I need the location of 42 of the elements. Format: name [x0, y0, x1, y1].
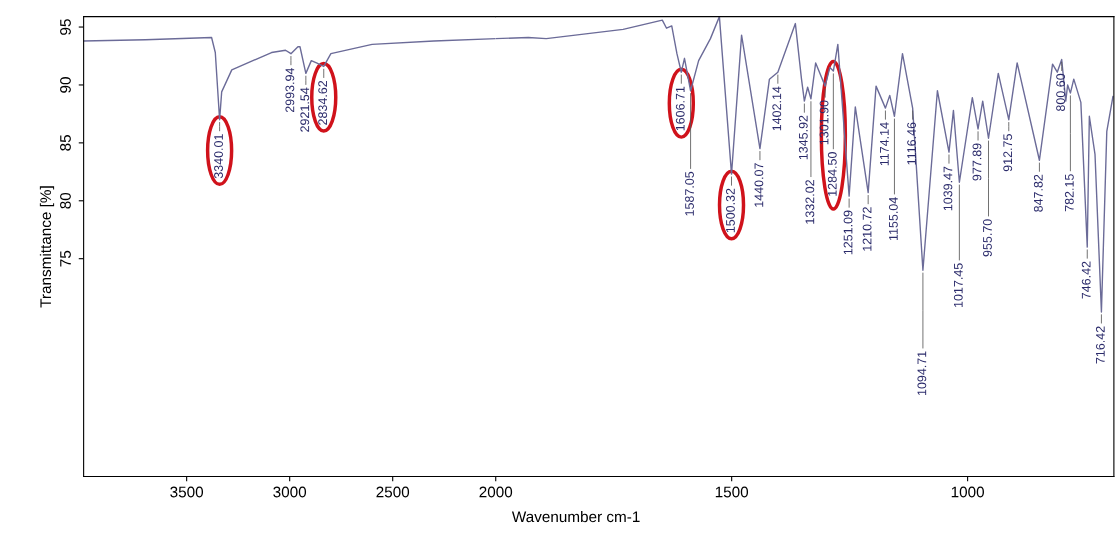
annotation: 1587.05: [685, 171, 694, 216]
annotation: 2921.54: [300, 87, 310, 132]
annotation: 782.15: [1064, 174, 1074, 212]
annotation: 1500.32: [726, 188, 735, 233]
annotation: 1174.14: [880, 122, 889, 166]
annotation: 2834.62: [318, 80, 328, 125]
y-tick-label: 80: [60, 192, 71, 209]
y-axis-title: Transmittance [%]: [39, 186, 55, 308]
annotation: 800.60: [1056, 73, 1066, 112]
annotation: 1155.04: [888, 197, 898, 241]
annotation: 2993.94: [285, 67, 295, 113]
annotation: 1301.90: [819, 100, 829, 145]
annotation: 1094.71: [917, 351, 927, 396]
y-tick-label: 75: [60, 250, 71, 267]
annotation: 1251.09: [843, 210, 853, 255]
x-tick-label: 3000: [273, 486, 307, 498]
x-tick-label: 1500: [715, 486, 749, 498]
y-tick-label: 95: [60, 19, 71, 35]
annotation: 955.70: [983, 219, 992, 257]
annotation: 746.42: [1081, 261, 1091, 299]
annotation: 1402.14: [772, 86, 782, 131]
annotation: 1039.47: [943, 166, 953, 211]
x-tick-label: 3500: [170, 486, 204, 498]
annotation: 1017.45: [953, 263, 963, 308]
x-tick-label: 2500: [376, 486, 410, 498]
annotation: 1116.46: [907, 122, 916, 165]
annotation: 847.82: [1033, 174, 1043, 212]
x-axis-title: Wavenumber cm-1: [511, 510, 640, 523]
y-tick-label: 90: [60, 77, 71, 93]
annotation: 1210.72: [862, 207, 872, 251]
y-tick-label: 85: [60, 135, 71, 151]
annotation: 1440.07: [754, 163, 764, 207]
annotation: 977.89: [972, 143, 982, 181]
annotation: 912.75: [1003, 134, 1013, 172]
annotation: 1345.92: [798, 115, 808, 160]
annotation: 1606.71: [675, 86, 685, 131]
annotation: 1332.02: [805, 180, 815, 224]
annotation: 3340.01: [214, 134, 223, 179]
annotation: 1284.50: [827, 152, 837, 196]
x-tick-label: 2000: [479, 486, 513, 498]
x-tick-label: 1000: [951, 486, 984, 498]
annotation: 716.42: [1095, 326, 1105, 364]
